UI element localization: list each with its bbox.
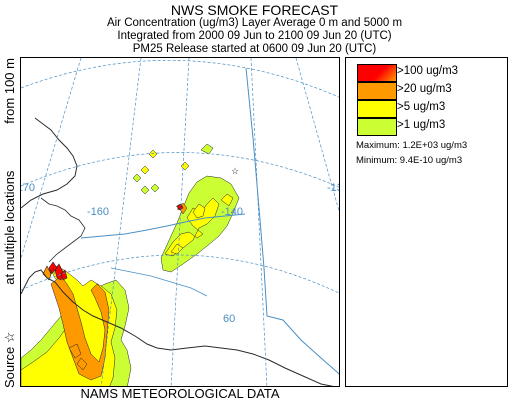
legend-label-5: >5 ug/m3 (397, 101, 446, 113)
smoke-map: ☆ ☆ ☆ -170 -160 -140 -130 60 (20, 57, 340, 387)
canada-border (245, 67, 339, 375)
source-height-label: from 100 m (2, 58, 17, 124)
river (80, 213, 246, 239)
subtitle-concentration: Air Concentration (ug/m3) Layer Average … (106, 17, 403, 29)
legend: >100 ug/m3 >20 ug/m3 >5 ug/m3 >1 ug/m3 M… (345, 57, 508, 387)
lat-label-60: 60 (223, 313, 235, 325)
smoke-plume-interior (132, 143, 240, 273)
coastline (21, 269, 334, 386)
lon-label-140: -140 (221, 206, 243, 218)
graticule (21, 58, 339, 386)
lon-label-130: -130 (327, 182, 340, 194)
subtitle-release: PM25 Release started at 0600 09 Jun 20 (… (132, 43, 377, 55)
footer-data-source: NAMS METEOROLOGICAL DATA (80, 386, 280, 401)
legend-swatch-100 (357, 64, 397, 82)
minimum-value: Minimum: 9.4E-10 ug/m3 (356, 155, 463, 166)
legend-swatch-20 (357, 82, 397, 100)
source-star-icon: ☆ (231, 166, 239, 176)
lon-label-160: -160 (87, 206, 109, 218)
page-title: NWS SMOKE FORECAST (170, 2, 339, 18)
source-side-label: Source ☆ at multiple locations from 100 … (2, 58, 22, 388)
legend-label-100: >100 ug/m3 (397, 65, 459, 77)
source-locations-label: at multiple locations (2, 170, 17, 285)
subtitle-integration: Integrated from 2000 09 Jun to 2100 09 J… (117, 30, 392, 42)
legend-label-1: >1 ug/m3 (397, 119, 446, 131)
source-star-icon: ☆ (49, 266, 57, 276)
legend-swatch-5 (357, 100, 397, 118)
source-star-icon: ☆ (175, 202, 183, 212)
legend-label-20: >20 ug/m3 (397, 83, 452, 95)
maximum-value: Maximum: 1.2E+03 ug/m3 (356, 140, 468, 151)
smoke-plume-southwest (21, 261, 132, 386)
source-label: Source ☆ (2, 331, 17, 388)
lon-label-170: -170 (21, 182, 35, 194)
legend-swatch-1 (357, 118, 397, 136)
map-canvas: ☆ ☆ ☆ -170 -160 -140 -130 60 (21, 58, 340, 386)
